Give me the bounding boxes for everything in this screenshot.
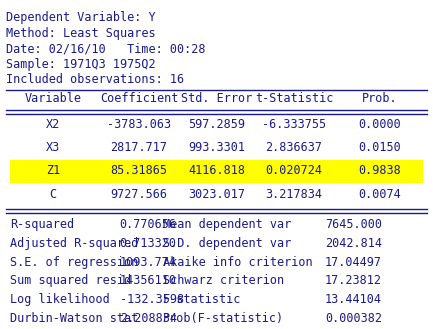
- Text: 0.770656: 0.770656: [120, 218, 177, 231]
- Text: 13.44104: 13.44104: [325, 293, 382, 306]
- Text: Mean dependent var: Mean dependent var: [163, 218, 291, 231]
- Text: -132.3598: -132.3598: [120, 293, 184, 306]
- Text: 3.217834: 3.217834: [265, 188, 323, 201]
- Text: F-statistic: F-statistic: [163, 293, 241, 306]
- Text: Log likelihood: Log likelihood: [10, 293, 110, 306]
- Text: 14356110: 14356110: [120, 274, 177, 287]
- Text: 0.000382: 0.000382: [325, 312, 382, 325]
- Text: 0.020724: 0.020724: [265, 164, 323, 177]
- Text: -3783.063: -3783.063: [107, 118, 171, 131]
- Text: Method: Least Squares: Method: Least Squares: [6, 27, 155, 39]
- Text: 1093.774: 1093.774: [120, 256, 177, 268]
- Text: X2: X2: [46, 118, 60, 131]
- Text: Date: 02/16/10   Time: 00:28: Date: 02/16/10 Time: 00:28: [6, 42, 205, 55]
- Text: 0.713320: 0.713320: [120, 237, 177, 250]
- Text: 0.0150: 0.0150: [359, 141, 401, 154]
- Text: X3: X3: [46, 141, 60, 154]
- Text: 17.04497: 17.04497: [325, 256, 382, 268]
- Text: Durbin-Watson stat: Durbin-Watson stat: [10, 312, 138, 325]
- Text: Dependent Variable: Y: Dependent Variable: Y: [6, 11, 155, 24]
- FancyBboxPatch shape: [10, 161, 423, 183]
- Text: Std. Error: Std. Error: [181, 92, 252, 105]
- Text: Schwarz criterion: Schwarz criterion: [163, 274, 284, 287]
- Text: 2.208834: 2.208834: [120, 312, 177, 325]
- Text: 597.2859: 597.2859: [188, 118, 245, 131]
- Text: Akaike info criterion: Akaike info criterion: [163, 256, 312, 268]
- Text: S.D. dependent var: S.D. dependent var: [163, 237, 291, 250]
- Text: 4116.818: 4116.818: [188, 164, 245, 177]
- Text: 993.3301: 993.3301: [188, 141, 245, 154]
- Text: 0.0000: 0.0000: [359, 118, 401, 131]
- Text: C: C: [49, 188, 57, 201]
- Text: 85.31865: 85.31865: [110, 164, 168, 177]
- Text: Prob.: Prob.: [362, 92, 398, 105]
- Text: -6.333755: -6.333755: [262, 118, 326, 131]
- Text: Variable: Variable: [25, 92, 81, 105]
- Text: 2042.814: 2042.814: [325, 237, 382, 250]
- Text: 0.9838: 0.9838: [359, 164, 401, 177]
- Text: 0.0074: 0.0074: [359, 188, 401, 201]
- Text: Prob(F-statistic): Prob(F-statistic): [163, 312, 284, 325]
- Text: Included observations: 16: Included observations: 16: [6, 73, 184, 86]
- Text: S.E. of regression: S.E. of regression: [10, 256, 138, 268]
- Text: t-Statistic: t-Statistic: [255, 92, 333, 105]
- Text: 2.836637: 2.836637: [265, 141, 323, 154]
- Text: Adjusted R-squared: Adjusted R-squared: [10, 237, 138, 250]
- Text: Sum squared resid: Sum squared resid: [10, 274, 131, 287]
- Text: Sample: 1971Q3 1975Q2: Sample: 1971Q3 1975Q2: [6, 58, 155, 71]
- Text: 9727.566: 9727.566: [110, 188, 168, 201]
- Text: 2817.717: 2817.717: [110, 141, 168, 154]
- Text: 7645.000: 7645.000: [325, 218, 382, 231]
- Text: 17.23812: 17.23812: [325, 274, 382, 287]
- Text: Z1: Z1: [46, 164, 60, 177]
- Text: 3023.017: 3023.017: [188, 188, 245, 201]
- Text: R-squared: R-squared: [10, 218, 74, 231]
- Text: Coefficient: Coefficient: [100, 92, 178, 105]
